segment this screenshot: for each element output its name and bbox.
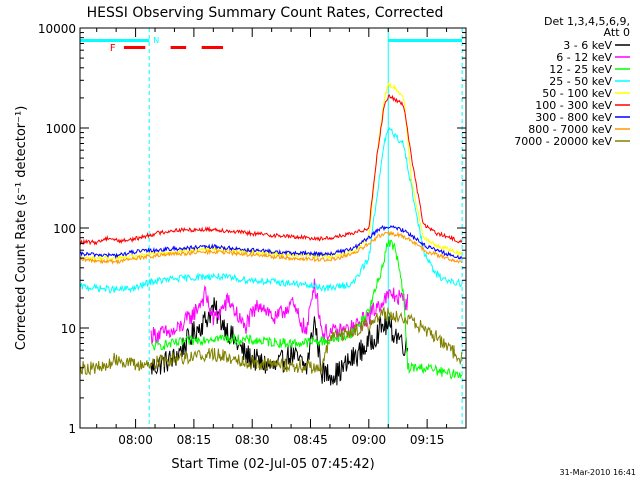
night-flag-label: N (153, 36, 159, 45)
x-tick-label: 08:15 (177, 433, 212, 447)
legend-header-line-2: Att 0 (604, 26, 630, 39)
y-tick-label: 1000 (45, 122, 76, 136)
legend-entry-label: 3 - 6 keV (563, 39, 612, 52)
legend-entry-label: 6 - 12 keV (556, 51, 612, 64)
flare-flag-bar (201, 46, 224, 49)
legend-entry-label: 12 - 25 keV (549, 63, 612, 76)
flare-flag-bar (123, 46, 146, 49)
series-line-8 (79, 306, 463, 376)
x-tick-label: 08:30 (235, 433, 270, 447)
legend-entry-label: 300 - 800 keV (535, 111, 612, 124)
legend-entry-label: 50 - 100 keV (542, 87, 612, 100)
legend-entry-label: 100 - 300 keV (535, 99, 612, 112)
x-tick-label: 09:15 (410, 433, 445, 447)
axes: 1 10 100 1000 10000 08:00 08:15 08:30 08:45 09:00… (38, 22, 467, 447)
legend-header-line-1: Det 1,3,4,5,6,9, (544, 15, 630, 28)
series-line-6 (79, 224, 463, 260)
x-tick-label: 08:00 (118, 433, 153, 447)
y-tick-label: 10 (61, 322, 76, 336)
series-line-7 (79, 230, 463, 265)
flare-flag-label: F (110, 43, 116, 54)
x-axis-label: Start Time (02-Jul-05 07:45:42) (171, 457, 374, 472)
y-tick-label: 100 (53, 222, 76, 236)
series-line-0 (150, 297, 409, 386)
flare-flag-bar (170, 46, 187, 49)
series-line-2 (150, 239, 463, 380)
x-tick-label: 09:00 (352, 433, 387, 447)
y-tick-label: 1 (68, 422, 76, 436)
plot-timestamp: 31-Mar-2010 16:41 (560, 468, 637, 477)
x-tick-label: 08:45 (293, 433, 328, 447)
series-line-5 (79, 94, 463, 246)
night-flag-bar (388, 39, 463, 42)
night-flag-bar (80, 39, 150, 42)
y-axis-label: Corrected Count Rate (s⁻¹ detector⁻¹) (14, 106, 29, 351)
series-line-3 (79, 126, 463, 294)
legend-entry-label: 7000 - 20000 keV (514, 135, 612, 148)
flag-layer: NF (79, 28, 463, 428)
legend-entry-label: 800 - 7000 keV (528, 123, 612, 136)
chart-title: HESSI Observing Summary Count Rates, Cor… (87, 5, 444, 21)
y-tick-label: 10000 (38, 22, 76, 36)
series-layer (79, 81, 463, 386)
legend-entry-label: 25 - 50 keV (549, 75, 612, 88)
series-line-1 (150, 278, 409, 345)
